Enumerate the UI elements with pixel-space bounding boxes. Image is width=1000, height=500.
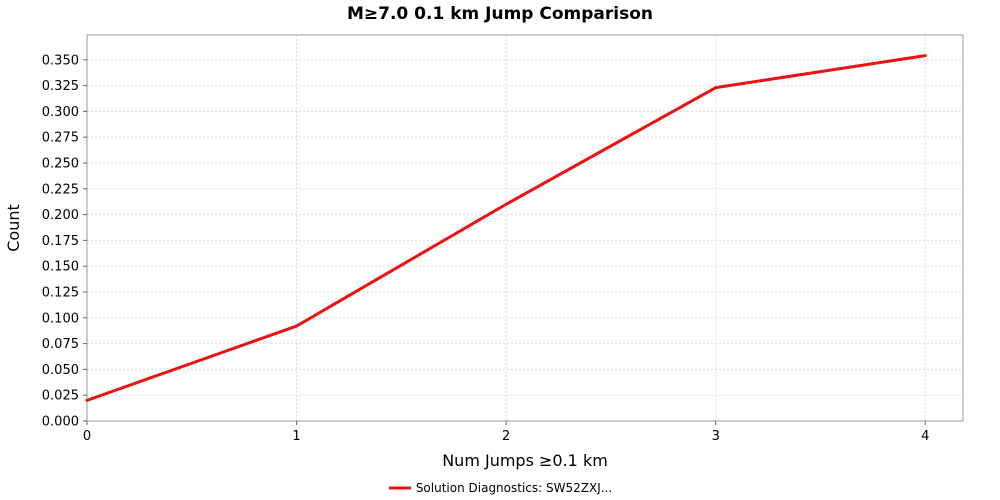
y-tick-label: 0.325 (42, 79, 79, 94)
y-tick-label: 0.225 (42, 182, 79, 197)
y-tick-label: 0.100 (42, 311, 79, 326)
y-tick-label: 0.025 (42, 389, 79, 404)
y-tick-label: 0.200 (42, 208, 79, 223)
y-axis-label: Count (4, 204, 23, 252)
x-tick-label: 1 (292, 429, 300, 444)
chart-title: M≥7.0 0.1 km Jump Comparison (346, 4, 654, 24)
series-line (85, 54, 927, 402)
x-tick-label: 0 (83, 429, 91, 444)
plot-border (86, 34, 964, 422)
legend-line-marker (388, 486, 411, 490)
y-tick-label: 0.175 (42, 234, 79, 249)
y-tick-label: 0.000 (42, 415, 79, 430)
y-tick-label: 0.050 (42, 363, 79, 378)
legend: Solution Diagnostics: SW52ZXJ... (0, 481, 1000, 495)
x-tick-label: 4 (921, 429, 929, 444)
x-tick-label: 2 (502, 429, 510, 444)
x-tick-label: 3 (712, 429, 720, 444)
x-axis-label: Num Jumps ≥0.1 km (442, 451, 608, 470)
legend-series-label: Solution Diagnostics: SW52ZXJ... (415, 481, 613, 495)
y-tick-label: 0.075 (42, 337, 79, 352)
y-tick-label: 0.150 (42, 260, 79, 275)
y-tick-label: 0.275 (42, 131, 79, 146)
y-tick-label: 0.300 (42, 105, 79, 120)
y-tick-label: 0.125 (42, 285, 79, 300)
y-tick-label: 0.250 (42, 156, 79, 171)
y-tick-label: 0.350 (42, 53, 79, 68)
